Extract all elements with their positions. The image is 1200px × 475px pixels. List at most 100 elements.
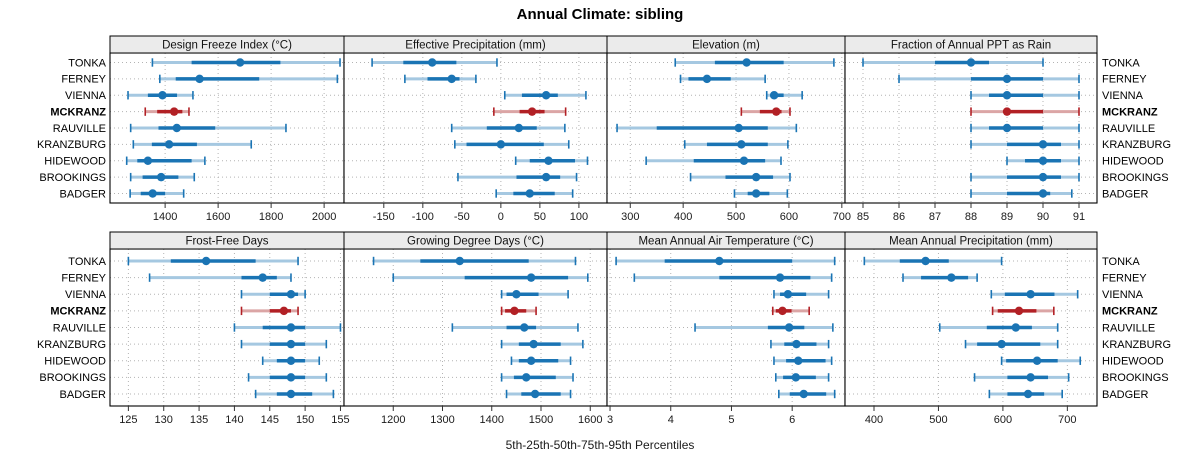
panel-design-freeze-index-c: Design Freeze Index (°C) 1400 1600 1800 2000 (109, 35, 345, 223)
median-dot (527, 107, 537, 116)
station-label-right-kranzburg: KRANZBURG (1102, 139, 1171, 151)
whisker-rauville (129, 123, 287, 133)
median-dot (156, 172, 166, 182)
panel-growing-degree-days-c: Growing Degree Days (°C) 1200 1300 1400 1500… (343, 231, 608, 426)
whisker-kranzburg (964, 339, 1059, 349)
median-dot (286, 389, 296, 399)
median-dot (1002, 91, 1012, 100)
panel-effective-precipitation-mm: Effective Precipitation (mm) -150 -100 -50 0… (343, 35, 608, 223)
whisker-kranzburg (132, 140, 253, 149)
station-label-right-tonka: TONKA (1102, 256, 1140, 268)
x-tick-label: 1400 (480, 414, 504, 426)
station-label-left-mckranz: MCKRANZ (50, 106, 106, 118)
whisker-kranzburg (500, 339, 584, 349)
median-dot (1026, 290, 1035, 299)
median-dot (702, 74, 712, 84)
whisker-brookings (689, 172, 791, 182)
whisker-badger (129, 189, 185, 198)
x-tick-label: 140 (225, 414, 243, 426)
panel-strip-title: Frost-Free Days (185, 236, 268, 248)
whisker-hidewood (510, 356, 572, 365)
x-tick-label: 1400 (153, 211, 177, 223)
panel-strip-title: Mean Annual Precipitation (mm) (889, 236, 1053, 248)
x-tick-label: 91 (1073, 211, 1085, 223)
x-tick-label: -50 (454, 211, 470, 223)
station-label-left-rauville: RAUVILLE (53, 322, 106, 334)
median-dot (164, 140, 174, 149)
station-label-right-ferney: FERNEY (1102, 272, 1147, 284)
median-dot (737, 140, 746, 149)
whisker-ferney (148, 273, 292, 282)
median-dot (778, 306, 787, 316)
median-dot (526, 273, 536, 282)
station-label-right-rauville: RAUVILLE (1102, 123, 1155, 135)
whisker-ferney (902, 273, 978, 282)
station-label-left-kranzburg: KRANZBURG (37, 139, 106, 151)
x-tick-label: 600 (780, 211, 798, 223)
whisker-ferney (898, 74, 1080, 84)
whisker-badger (988, 389, 1063, 399)
panel-strip-title: Growing Degree Days (°C) (407, 236, 544, 248)
median-dot (997, 339, 1006, 349)
x-tick-label: 130 (155, 414, 173, 426)
median-dot (784, 323, 794, 332)
median-dot (742, 58, 751, 67)
median-dot (1002, 123, 1012, 133)
whisker-badger (733, 189, 789, 198)
panel-frost-free-days: Frost-Free Days 125 130 135 140 145 150 155 (109, 231, 350, 426)
x-tick-label: 500 (929, 414, 947, 426)
whisker-rauville (970, 123, 1080, 133)
median-dot (792, 339, 801, 349)
x-tick-label: 125 (119, 414, 137, 426)
whisker-rauville (938, 323, 1059, 332)
panel-strip (844, 35, 1098, 54)
median-dot (751, 172, 761, 182)
station-label-left-vienna: VIENNA (65, 90, 107, 102)
median-dot (169, 107, 179, 116)
median-dot (195, 74, 204, 84)
whisker-vienna (500, 290, 569, 299)
median-dot (520, 323, 529, 332)
whisker-vienna (970, 91, 1080, 100)
whisker-hidewood (514, 156, 589, 165)
station-label-right-tonka: TONKA (1102, 57, 1140, 69)
median-dot (794, 356, 803, 365)
x-tick-label: 88 (965, 211, 977, 223)
median-dot (427, 58, 437, 67)
whisker-vienna (990, 290, 1079, 299)
median-dot (258, 273, 267, 282)
x-tick-label: 1600 (578, 414, 602, 426)
x-tick-label: 600 (994, 414, 1012, 426)
station-label-left-ferney: FERNEY (61, 74, 106, 86)
median-dot (947, 273, 956, 282)
station-label-left-tonka: TONKA (68, 57, 106, 69)
whisker-rauville (450, 123, 566, 133)
x-tick-label: 135 (190, 414, 208, 426)
whisker-badger (495, 189, 574, 198)
station-label-left-ferney: FERNEY (61, 272, 106, 284)
whisker-kranzburg (970, 140, 1080, 149)
panel-fraction-of-annual-ppt-as-rain: Fraction of Annual PPT as Rain 85 86 87 88 89… (844, 35, 1098, 223)
median-dot (791, 373, 801, 382)
station-label-right-kranzburg: KRANZBURG (1102, 339, 1171, 351)
whisker-brookings (500, 373, 574, 382)
x-tick-label: 1300 (430, 414, 454, 426)
whisker-tonka (863, 256, 1003, 266)
whisker-tonka (151, 58, 341, 67)
whisker-vienna (765, 91, 803, 100)
x-tick-label: 90 (1037, 211, 1049, 223)
median-dot (966, 58, 976, 67)
whisker-hidewood (261, 356, 321, 365)
median-dot (739, 156, 749, 165)
whisker-tonka (371, 58, 498, 67)
whisker-brookings (129, 172, 196, 182)
x-tick-label: -100 (412, 211, 434, 223)
x-tick-label: 0 (498, 211, 504, 223)
whisker-tonka (127, 256, 299, 266)
whisker-badger (778, 389, 836, 399)
whisker-mckranz (500, 306, 537, 316)
station-label-right-badger: BADGER (1102, 188, 1149, 200)
median-dot (148, 189, 157, 198)
